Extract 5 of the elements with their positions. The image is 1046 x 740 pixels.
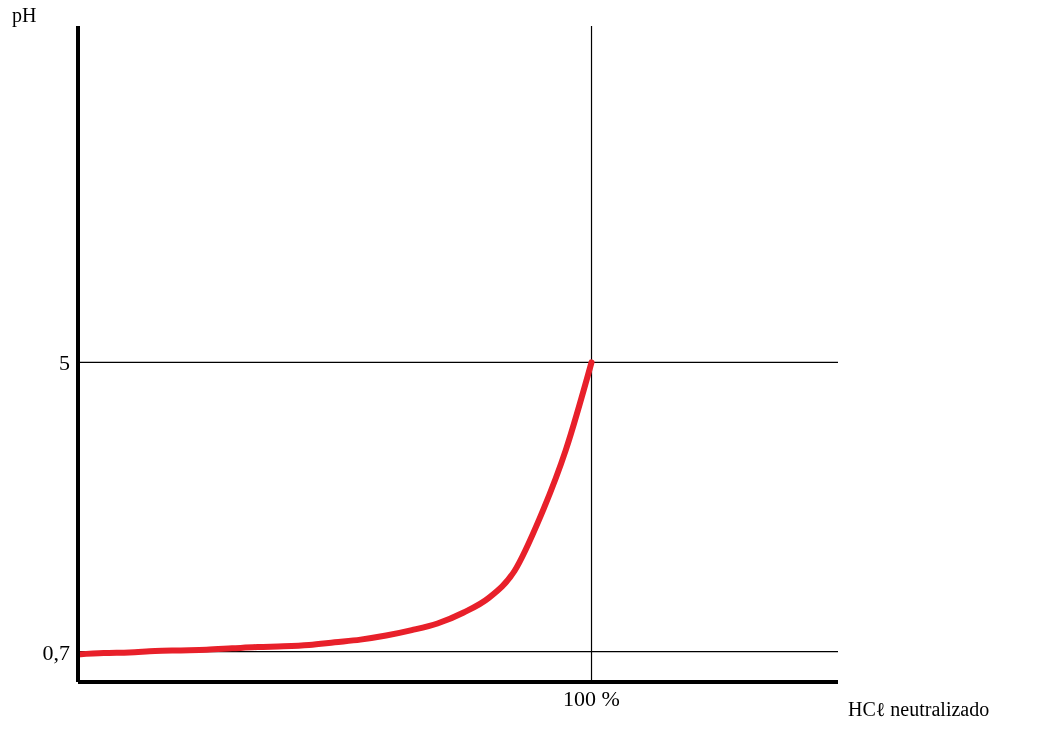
x-axis-title: HCℓ neutralizado	[848, 698, 990, 721]
y-tick-label: 5	[59, 350, 70, 376]
y-tick-label: 0,7	[42, 639, 70, 665]
y-axis-title: pH	[12, 4, 37, 27]
x-tick-label: 100 %	[563, 685, 620, 711]
